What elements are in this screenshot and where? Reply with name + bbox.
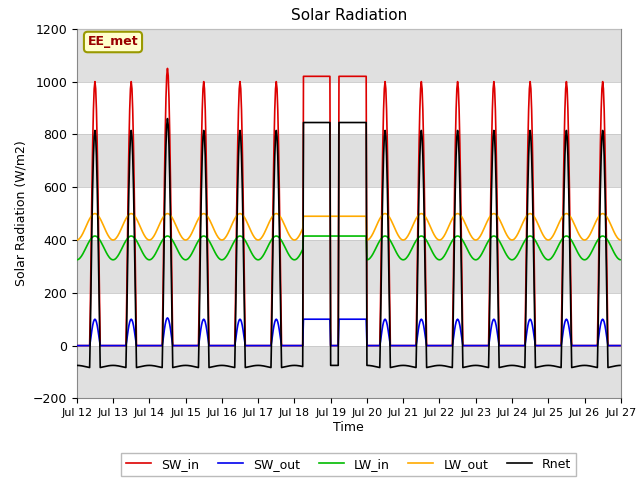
- SW_out: [164, 315, 172, 321]
- SW_out: [431, 343, 439, 348]
- SW_out: [83, 343, 90, 348]
- X-axis label: Time: Time: [333, 421, 364, 434]
- Rnet: [164, 116, 172, 121]
- LW_out: [415, 212, 423, 217]
- LW_in: [195, 238, 202, 243]
- LW_in: [616, 257, 624, 263]
- LW_in: [431, 253, 439, 259]
- Rnet: [416, 153, 424, 159]
- Bar: [77, 240, 621, 293]
- Rnet: [73, 362, 81, 368]
- LW_in: [83, 243, 90, 249]
- SW_in: [83, 343, 90, 348]
- SW_in: [223, 343, 231, 348]
- Title: Solar Radiation: Solar Radiation: [291, 9, 407, 24]
- SW_in: [415, 141, 423, 147]
- SW_in: [616, 343, 624, 348]
- Line: Rnet: Rnet: [77, 119, 620, 368]
- SW_in: [73, 343, 81, 348]
- LW_in: [223, 252, 231, 258]
- SW_out: [616, 343, 624, 348]
- SW_in: [164, 66, 172, 72]
- SW_out: [415, 323, 423, 328]
- LW_out: [83, 222, 90, 228]
- LW_in: [415, 234, 423, 240]
- Rnet: [83, 364, 90, 370]
- Bar: [77, 134, 621, 187]
- Line: LW_in: LW_in: [77, 236, 620, 260]
- LW_in: [91, 233, 99, 239]
- SW_in: [195, 343, 202, 348]
- SW_in: [431, 343, 439, 348]
- Line: SW_out: SW_out: [77, 318, 620, 346]
- Y-axis label: Solar Radiation (W/m2): Solar Radiation (W/m2): [14, 141, 27, 287]
- LW_out: [223, 232, 231, 238]
- Rnet: [432, 363, 440, 369]
- Text: EE_met: EE_met: [88, 36, 138, 48]
- SW_out: [223, 343, 231, 348]
- LW_out: [616, 237, 624, 243]
- Rnet: [224, 363, 232, 369]
- Bar: [77, 346, 621, 398]
- LW_out: [195, 216, 202, 222]
- Rnet: [86, 365, 93, 371]
- SW_out: [73, 343, 81, 348]
- Rnet: [195, 325, 203, 331]
- SW_out: [195, 343, 202, 348]
- Legend: SW_in, SW_out, LW_in, LW_out, Rnet: SW_in, SW_out, LW_in, LW_out, Rnet: [122, 453, 576, 476]
- LW_out: [431, 233, 439, 239]
- LW_in: [73, 257, 81, 263]
- SW_in: [139, 343, 147, 348]
- Line: SW_in: SW_in: [77, 69, 620, 346]
- LW_in: [140, 251, 147, 257]
- SW_out: [139, 343, 147, 348]
- Rnet: [616, 362, 624, 368]
- Bar: [77, 29, 621, 82]
- LW_out: [140, 230, 147, 236]
- Rnet: [140, 363, 147, 369]
- LW_out: [91, 211, 99, 216]
- LW_out: [73, 237, 81, 243]
- Line: LW_out: LW_out: [77, 214, 620, 240]
